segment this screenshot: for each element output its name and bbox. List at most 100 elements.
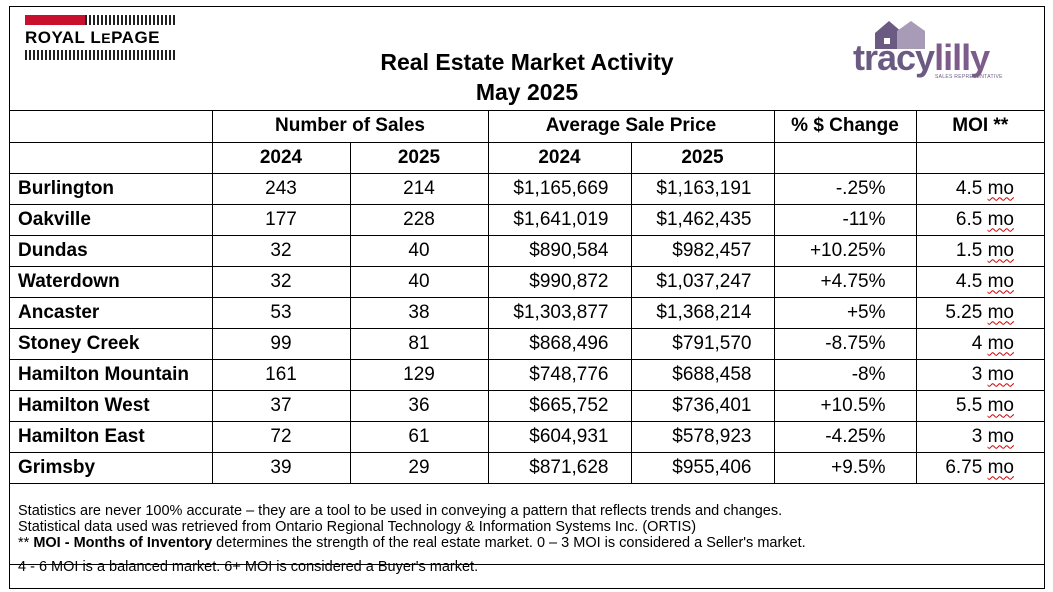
- change-cell: +5%: [773, 296, 917, 329]
- note-accuracy: Statistics are never 100% accurate – the…: [18, 503, 783, 519]
- price-2024-cell: $868,496: [487, 327, 632, 360]
- sales-2025-cell: 36: [349, 389, 489, 422]
- table-row: Ancaster 53 38 $1,303,877 $1,368,214 +5% 5.25 …: [10, 296, 1044, 329]
- sales-2024-cell: 32: [211, 234, 351, 267]
- tracylilly-logo: tracylilly SALES REPRESENTATIVE: [853, 19, 1013, 81]
- price-2025-cell: $955,406: [630, 451, 775, 484]
- table-row: Grimsby 39 29 $871,628 $955,406 +9.5% 6.75 mo: [10, 451, 1044, 484]
- moi-cell: 4.5 mo: [915, 265, 1044, 298]
- moi-cell: 6.75 mo: [915, 451, 1044, 484]
- sales-header: Number of Sales: [211, 110, 489, 143]
- note-source: Statistical data used was retrieved from…: [18, 519, 697, 535]
- price-2025-cell: $982,457: [630, 234, 775, 267]
- moi-cell: 5.5 mo: [915, 389, 1044, 422]
- price-2024-cell: $604,931: [487, 420, 632, 453]
- change-cell: +10.5%: [773, 389, 917, 422]
- city-cell: Stoney Creek: [10, 327, 213, 360]
- moi-header: MOI **: [915, 110, 1044, 143]
- table-row: Dundas 32 40 $890,584 $982,457 +10.25% 1.5 mo: [10, 234, 1044, 267]
- city-cell: Hamilton East: [10, 420, 213, 453]
- sales-2024-cell: 161: [211, 358, 351, 391]
- sales-2024-header: 2024: [211, 141, 351, 174]
- price-header: Average Sale Price: [487, 110, 775, 143]
- sales-2025-cell: 40: [349, 265, 489, 298]
- change-cell: +10.25%: [773, 234, 917, 267]
- change-cell: -11%: [773, 203, 917, 236]
- sales-2024-cell: 53: [211, 296, 351, 329]
- sales-2025-cell: 214: [349, 173, 489, 205]
- sales-2024-cell: 37: [211, 389, 351, 422]
- change-cell: +9.5%: [773, 451, 917, 484]
- change-cell: -8.75%: [773, 327, 917, 360]
- price-2025-header: 2025: [630, 141, 775, 174]
- sales-2025-cell: 129: [349, 358, 489, 391]
- footnotes: Statistics are never 100% accurate – the…: [10, 503, 1044, 575]
- header-row-1: Number of Sales Average Sale Price % $ C…: [10, 110, 1044, 143]
- sales-2025-cell: 40: [349, 234, 489, 267]
- price-2024-cell: $890,584: [487, 234, 632, 267]
- price-2025-cell: $688,458: [630, 358, 775, 391]
- note-moi-definition: ** MOI - Months of Inventory determines …: [18, 535, 806, 551]
- city-cell: Hamilton West: [10, 389, 213, 422]
- moi-cell: 3 mo: [915, 358, 1044, 391]
- sales-2025-cell: 228: [349, 203, 489, 236]
- price-2025-cell: $1,163,191: [630, 173, 775, 205]
- city-cell: Waterdown: [10, 265, 213, 298]
- price-2025-cell: $1,462,435: [630, 203, 775, 236]
- house-icon: [875, 21, 925, 49]
- table-row: Hamilton Mountain 161 129 $748,776 $688,458-…: [10, 358, 1044, 391]
- table-row: Waterdown 32 40 $990,872 $1,037,247 +4.75% 4.5…: [10, 265, 1044, 298]
- city-cell: Burlington: [10, 173, 213, 205]
- change-cell: -4.25%: [773, 420, 917, 453]
- price-2024-cell: $1,303,877: [487, 296, 632, 329]
- divider: [10, 564, 1044, 565]
- sales-2024-cell: 177: [211, 203, 351, 236]
- city-cell: Oakville: [10, 203, 213, 236]
- sales-2024-cell: 72: [211, 420, 351, 453]
- moi-cell: 6.5 mo: [915, 203, 1044, 236]
- report-subtitle: May 2025: [475, 79, 579, 105]
- market-activity-table: Number of Sales Average Sale Price % $ C…: [10, 110, 1044, 484]
- moi-cell: 3 mo: [915, 420, 1044, 453]
- city-cell: Dundas: [10, 234, 213, 267]
- table-row: Hamilton East 72 61 $604,931 $578,923 -4.25% 3…: [10, 420, 1044, 453]
- table-row: Stoney Creek 99 81 $868,496 $791,570 -8.75% 4 …: [10, 327, 1044, 360]
- table-row: Oakville 177 228 $1,641,019 $1,462,435 -11% 6.…: [10, 203, 1044, 236]
- price-2024-cell: $748,776: [487, 358, 632, 391]
- sales-2025-header: 2025: [349, 141, 489, 174]
- table-body: Burlington 243 214 $1,165,669 $1,163,191 -.25…: [10, 173, 1044, 484]
- price-2024-cell: $871,628: [487, 451, 632, 484]
- sales-2024-cell: 32: [211, 265, 351, 298]
- moi-cell: 5.25 mo: [915, 296, 1044, 329]
- sales-2024-cell: 243: [211, 173, 351, 205]
- sales-2025-cell: 38: [349, 296, 489, 329]
- price-2024-cell: $1,165,669: [487, 173, 632, 205]
- change-cell: -.25%: [773, 173, 917, 205]
- report-frame: ROYAL LEPAGE Real Estate Market Activity…: [9, 6, 1045, 589]
- city-cell: Ancaster: [10, 296, 213, 329]
- sales-2025-cell: 81: [349, 327, 489, 360]
- price-2024-header: 2024: [487, 141, 632, 174]
- table-row: Hamilton West 37 36 $665,752 $736,401 +10.5% 5…: [10, 389, 1044, 422]
- moi-cell: 1.5 mo: [915, 234, 1044, 267]
- price-2024-cell: $665,752: [487, 389, 632, 422]
- table-row: Burlington 243 214 $1,165,669 $1,163,191 -.25…: [10, 173, 1044, 205]
- change-header: % $ Change: [773, 110, 917, 143]
- sales-2024-cell: 99: [211, 327, 351, 360]
- price-2025-cell: $1,037,247: [630, 265, 775, 298]
- moi-cell: 4.5 mo: [915, 173, 1044, 205]
- price-2024-cell: $990,872: [487, 265, 632, 298]
- change-cell: -8%: [773, 358, 917, 391]
- header-row-2: 2024 2025 2024 2025: [10, 141, 1044, 174]
- city-cell: Grimsby: [10, 451, 213, 484]
- report-title: Real Estate Market Activity: [380, 49, 674, 75]
- city-cell: Hamilton Mountain: [10, 358, 213, 391]
- price-2025-cell: $578,923: [630, 420, 775, 453]
- sales-2025-cell: 61: [349, 420, 489, 453]
- royal-lepage-logo: ROYAL LEPAGE: [25, 15, 177, 63]
- price-2024-cell: $1,641,019: [487, 203, 632, 236]
- report-header: ROYAL LEPAGE Real Estate Market Activity…: [10, 7, 1044, 111]
- change-cell: +4.75%: [773, 265, 917, 298]
- moi-cell: 4 mo: [915, 327, 1044, 360]
- sales-2024-cell: 39: [211, 451, 351, 484]
